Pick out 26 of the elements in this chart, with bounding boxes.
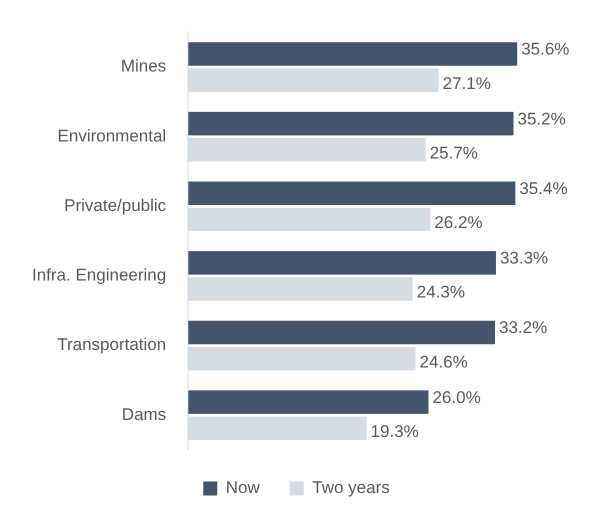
bar bbox=[188, 320, 496, 344]
data-label: 25.7% bbox=[430, 143, 478, 162]
y-tick-label: Dams bbox=[122, 404, 166, 424]
y-tick-label: Private/public bbox=[64, 196, 167, 215]
y-tick-label: Transportation bbox=[57, 335, 166, 354]
data-label: 24.6% bbox=[420, 352, 468, 372]
data-label: 26.0% bbox=[432, 388, 481, 407]
data-label: 35.6% bbox=[521, 40, 570, 59]
legend-label: Two years bbox=[312, 478, 390, 498]
y-tick-label: Infra. Engineering bbox=[32, 266, 166, 285]
data-label: 35.4% bbox=[519, 178, 568, 198]
data-label: 35.2% bbox=[518, 109, 566, 128]
data-label: 27.1% bbox=[442, 74, 491, 93]
bar bbox=[188, 112, 514, 136]
y-tick-label: Environmental bbox=[58, 126, 166, 146]
bar bbox=[188, 251, 496, 275]
data-label: 19.3% bbox=[370, 422, 419, 441]
bar bbox=[188, 181, 516, 205]
bar bbox=[188, 42, 518, 66]
y-tick-label: Mines bbox=[120, 56, 166, 76]
data-label: 33.3% bbox=[500, 248, 548, 268]
legend-label: Now bbox=[226, 478, 260, 498]
data-label: 33.2% bbox=[499, 318, 548, 338]
bar bbox=[188, 390, 428, 414]
data-label: 26.2% bbox=[434, 213, 483, 232]
data-label: 24.3% bbox=[416, 282, 465, 302]
